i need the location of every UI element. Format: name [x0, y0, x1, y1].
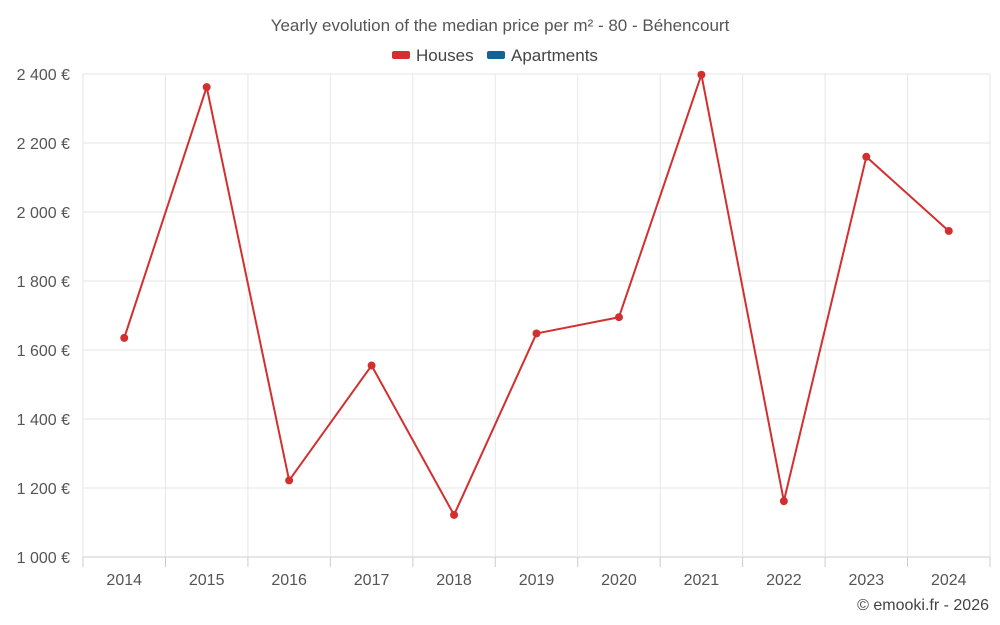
y-tick-label: 1 600 €: [17, 343, 70, 360]
legend-swatch-apartments: [487, 51, 505, 59]
x-tick-label: 2015: [189, 572, 225, 589]
data-point[interactable]: [944, 226, 953, 235]
x-axis-ticks: 2014 2015 2016 2017 2018 2019 2020 2021 2022 2023…: [106, 572, 966, 589]
grid: [82, 73, 991, 567]
data-point[interactable]: [285, 476, 294, 485]
data-point[interactable]: [450, 510, 459, 519]
y-tick-label: 2 200 €: [17, 136, 70, 153]
x-tick-label: 2021: [684, 572, 720, 589]
legend-item-houses[interactable]: Houses: [392, 46, 474, 65]
legend-label-apartments: Apartments: [511, 46, 598, 65]
y-tick-label: 1 800 €: [17, 274, 70, 291]
y-tick-label: 2 400 €: [17, 67, 70, 84]
legend-swatch-houses: [392, 51, 410, 59]
legend-item-apartments[interactable]: Apartments: [487, 46, 598, 65]
x-tick-label: 2024: [931, 572, 967, 589]
data-point[interactable]: [367, 361, 376, 370]
data-point[interactable]: [202, 83, 211, 92]
legend: Houses Apartments: [392, 46, 598, 65]
y-axis-ticks: 1 000 € 1 200 € 1 400 € 1 600 € 1 800 € 2 000…: [17, 67, 70, 567]
data-point[interactable]: [862, 152, 871, 161]
data-point[interactable]: [120, 333, 129, 342]
data-point[interactable]: [697, 70, 706, 79]
x-tick-label: 2018: [436, 572, 472, 589]
data-point[interactable]: [532, 329, 541, 338]
data-point[interactable]: [614, 313, 623, 322]
credit-text: © emooki.fr - 2026: [857, 597, 989, 614]
series-houses: [120, 70, 953, 519]
x-tick-label: 2017: [354, 572, 390, 589]
x-tick-label: 2019: [519, 572, 555, 589]
y-tick-label: 2 000 €: [17, 205, 70, 222]
legend-label-houses: Houses: [416, 46, 474, 65]
y-tick-label: 1 200 €: [17, 481, 70, 498]
y-tick-label: 1 000 €: [17, 550, 70, 567]
x-tick-label: 2020: [601, 572, 637, 589]
chart-title: Yearly evolution of the median price per…: [271, 16, 730, 35]
y-tick-label: 1 400 €: [17, 412, 70, 429]
data-point[interactable]: [779, 497, 788, 506]
x-tick-label: 2016: [271, 572, 307, 589]
x-tick-label: 2014: [106, 572, 142, 589]
x-tick-label: 2022: [766, 572, 802, 589]
x-tick-label: 2023: [849, 572, 885, 589]
